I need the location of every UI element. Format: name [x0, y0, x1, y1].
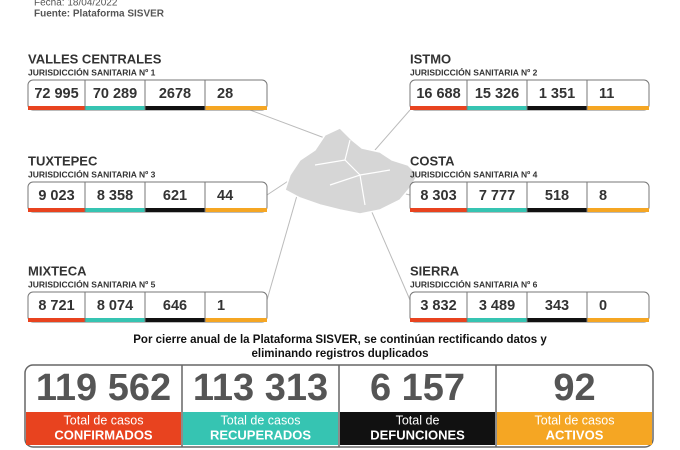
cell-strip	[467, 318, 527, 322]
cell-strip	[410, 318, 467, 322]
total-value: 92	[553, 367, 595, 409]
region-value: 11	[599, 86, 614, 102]
region-jurisdiction: JURISDICCIÓN SANITARIA Nº 4	[410, 168, 538, 179]
cell-strip	[527, 318, 587, 322]
cell-strip	[28, 106, 85, 110]
cell-strip	[587, 106, 649, 110]
region-value: 343	[545, 298, 569, 314]
region-value: 8 358	[97, 188, 133, 204]
cell-strip	[467, 208, 527, 212]
total-label-band	[497, 412, 652, 445]
region-value: 7 777	[479, 188, 515, 204]
cell-strip	[467, 106, 527, 110]
cell-strip	[85, 106, 145, 110]
region-name: VALLES CENTRALES	[28, 51, 162, 66]
cell-strip	[205, 208, 267, 212]
total-label-band	[340, 412, 495, 445]
cell-strip	[85, 208, 145, 212]
region-value: 16 688	[416, 86, 460, 102]
total-label-top: Total de casos	[535, 413, 615, 427]
region-value: 28	[217, 86, 233, 102]
cell-strip	[145, 208, 205, 212]
region-name: TUXTEPEC	[28, 153, 98, 168]
region-value: 8 074	[97, 298, 133, 314]
note: Por cierre anual de la Plataforma SISVER…	[133, 334, 547, 346]
total-label-band	[183, 412, 338, 445]
cell-strip	[145, 106, 205, 110]
region-value: 72 995	[34, 86, 78, 102]
region-jurisdiction: JURISDICCIÓN SANITARIA Nº 6	[410, 278, 538, 289]
region-value: 44	[217, 188, 233, 204]
cell-strip	[28, 208, 85, 212]
total-label-bottom: CONFIRMADOS	[54, 427, 153, 442]
cell-strip	[410, 208, 467, 212]
total-label-top: Total de casos	[221, 413, 301, 427]
cell-strip	[145, 318, 205, 322]
cell-strip	[205, 318, 267, 322]
region-value: 0	[599, 298, 607, 314]
region-value: 646	[163, 298, 187, 314]
region-jurisdiction: JURISDICCIÓN SANITARIA Nº 5	[28, 278, 156, 289]
region-value: 9 023	[38, 188, 74, 204]
total-label-bottom: ACTIVOS	[546, 427, 604, 442]
region-value: 70 289	[93, 86, 137, 102]
region-value: 8 303	[420, 188, 456, 204]
total-value: 6 157	[370, 367, 465, 409]
region-value: 15 326	[475, 86, 519, 102]
region-value: 3 832	[420, 298, 456, 314]
region-name: SIERRA	[410, 263, 460, 278]
region-name: MIXTECA	[28, 263, 87, 278]
source: Fuente: Plataforma SISVER	[34, 9, 165, 20]
region-value: 1 351	[539, 86, 575, 102]
region-value: 518	[545, 188, 569, 204]
total-value: 119 562	[36, 367, 171, 409]
region-value: 621	[163, 188, 187, 204]
cell-strip	[28, 318, 85, 322]
cell-strip	[587, 208, 649, 212]
map	[249, 109, 419, 301]
date: Fecha: 18/04/2022	[34, 0, 118, 9]
cell-strip	[527, 208, 587, 212]
total-label-top: Total de	[396, 413, 440, 427]
total-label-top: Total de casos	[64, 413, 144, 427]
region-name: COSTA	[410, 153, 455, 168]
region-jurisdiction: JURISDICCIÓN SANITARIA Nº 1	[28, 66, 156, 77]
region-value: 2678	[159, 86, 191, 102]
cell-strip	[527, 106, 587, 110]
cell-strip	[587, 318, 649, 322]
region-jurisdiction: JURISDICCIÓN SANITARIA Nº 2	[410, 66, 538, 77]
region-value: 3 489	[479, 298, 515, 314]
region-value: 8 721	[38, 298, 74, 314]
region-name: ISTMO	[410, 51, 451, 66]
region-jurisdiction: JURISDICCIÓN SANITARIA Nº 3	[28, 168, 156, 179]
cell-strip	[85, 318, 145, 322]
cell-strip	[205, 106, 267, 110]
note: eliminando registros duplicados	[251, 348, 428, 360]
cell-strip	[410, 106, 467, 110]
total-label-bottom: RECUPERADOS	[210, 427, 311, 442]
total-label-band	[26, 412, 181, 445]
total-value: 113 313	[193, 367, 328, 409]
region-value: 1	[217, 298, 225, 314]
total-label-bottom: DEFUNCIONES	[370, 427, 465, 442]
region-value: 8	[599, 188, 607, 204]
